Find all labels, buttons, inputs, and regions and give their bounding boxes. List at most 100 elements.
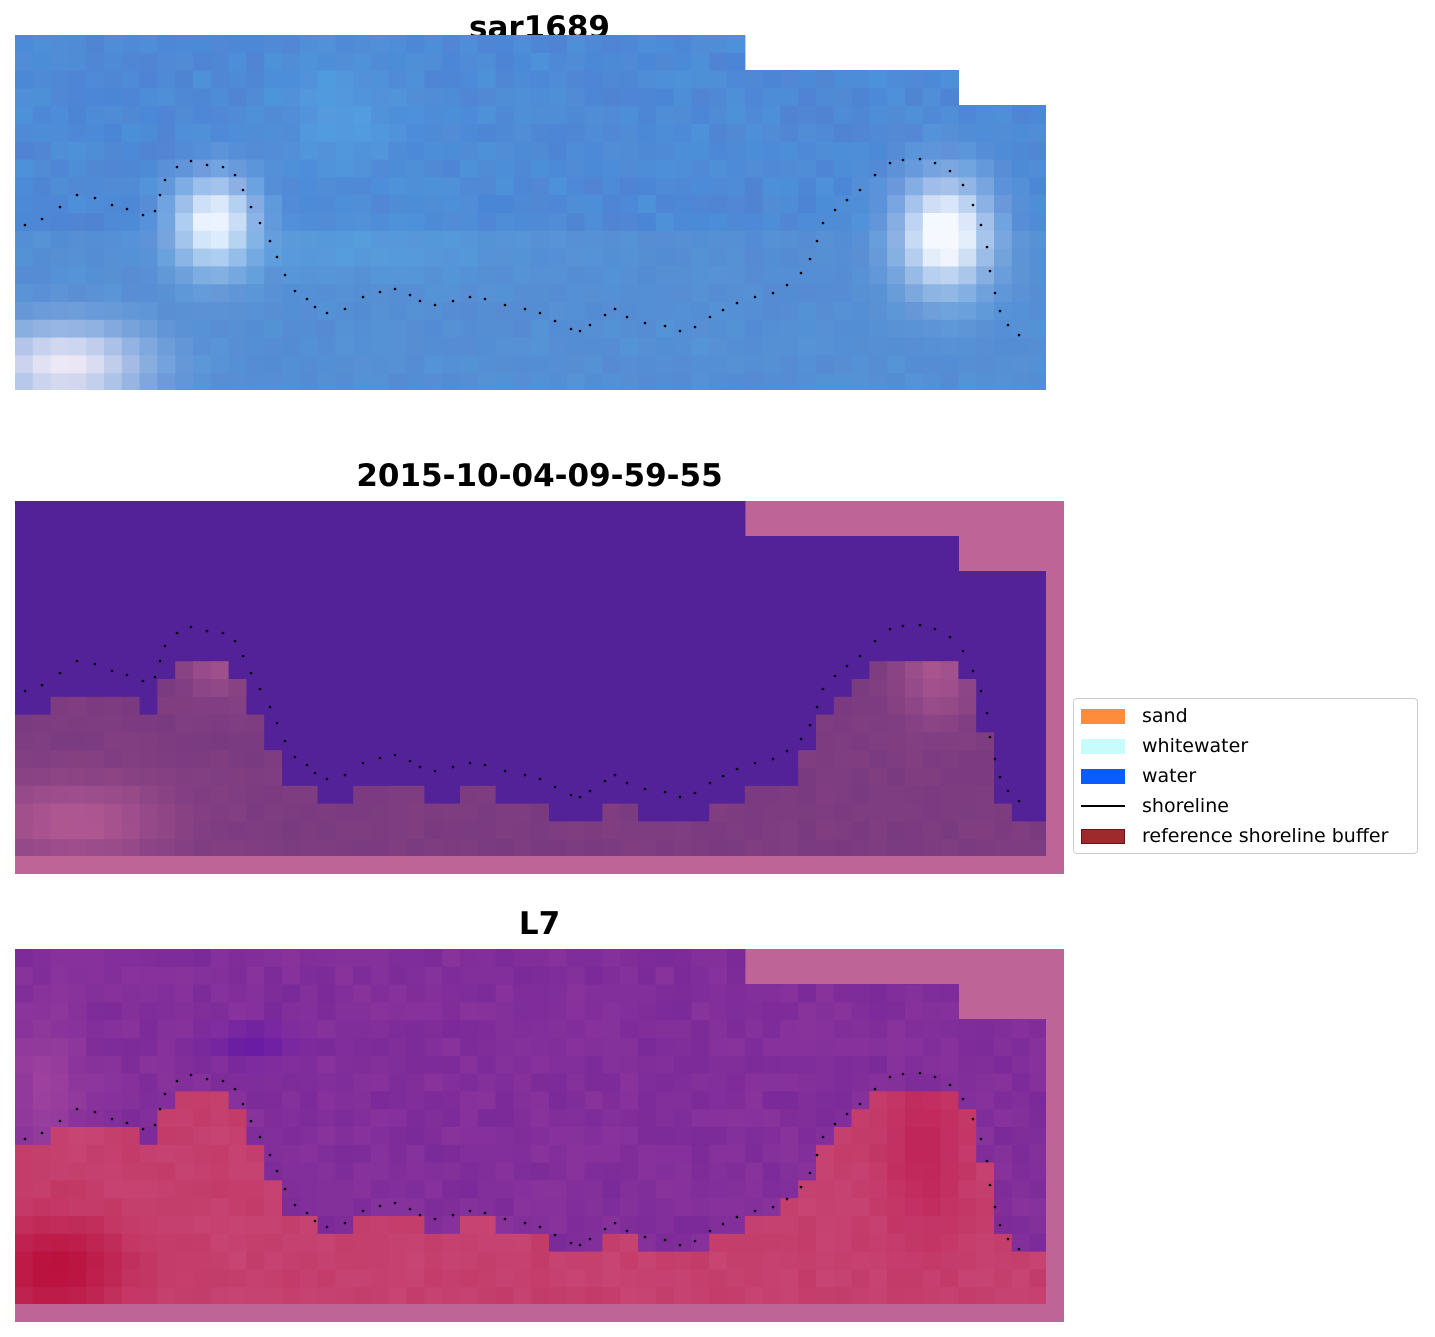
shoreline-point <box>40 217 44 221</box>
panel-title-l7: L7 <box>518 906 561 942</box>
shoreline-point <box>268 1153 272 1157</box>
shoreline-point <box>888 627 892 631</box>
legend-item-whitewater: whitewater <box>1081 735 1248 757</box>
shoreline-point <box>735 301 739 305</box>
shoreline-point <box>313 1219 317 1223</box>
shoreline-point <box>888 161 892 165</box>
shoreline-point <box>418 299 422 303</box>
shoreline-point <box>538 311 542 315</box>
shoreline-point <box>153 209 157 213</box>
shoreline-point <box>258 1135 262 1139</box>
shoreline-point <box>1006 323 1010 327</box>
shoreline-point <box>873 173 877 177</box>
shoreline-point <box>901 624 905 628</box>
shoreline-point <box>1006 1237 1010 1241</box>
legend-swatch-whitewater <box>1081 738 1125 754</box>
shoreline-point <box>393 753 397 757</box>
shoreline-point <box>268 239 272 243</box>
shoreline-point <box>141 213 145 217</box>
shoreline-point <box>678 795 682 799</box>
shoreline-point <box>1017 333 1021 337</box>
shoreline-point <box>821 221 825 225</box>
shoreline-point <box>538 777 542 781</box>
shoreline-point <box>93 196 97 200</box>
shoreline-point <box>663 1238 667 1242</box>
shoreline-point <box>613 307 617 311</box>
shoreline-point <box>625 315 629 319</box>
shoreline-point <box>613 773 617 777</box>
shoreline-point <box>75 193 79 197</box>
shoreline-point <box>578 795 582 799</box>
shoreline-point <box>785 749 789 753</box>
shoreline-point <box>985 711 989 715</box>
shoreline-point <box>833 1122 837 1126</box>
shoreline-point <box>643 1235 647 1239</box>
shoreline-point <box>418 765 422 769</box>
shoreline-point <box>643 321 647 325</box>
shoreline-point <box>221 1079 225 1083</box>
shoreline-point <box>325 1225 329 1229</box>
shoreline-point <box>808 723 812 727</box>
shoreline-point <box>569 1241 573 1245</box>
shoreline-point <box>163 644 167 648</box>
shoreline-point <box>175 631 179 635</box>
shoreline-point <box>523 773 527 777</box>
shoreline-point <box>961 1097 965 1101</box>
shoreline-point <box>75 659 79 663</box>
shoreline-point <box>663 790 667 794</box>
shoreline-point <box>979 223 983 227</box>
shoreline-point <box>845 198 849 202</box>
shoreline-point <box>569 793 573 797</box>
shoreline-point <box>433 303 437 307</box>
shoreline-point <box>588 323 592 327</box>
shoreline-point <box>361 295 365 299</box>
shoreline-point <box>378 1204 382 1208</box>
shoreline-point <box>378 290 382 294</box>
shoreline-point <box>553 1233 557 1237</box>
shoreline-point <box>158 193 162 197</box>
shoreline-point <box>40 1131 44 1135</box>
shoreline-point <box>721 774 725 778</box>
shoreline-point <box>708 781 712 785</box>
shoreline-point <box>578 1243 582 1247</box>
legend: sand whitewater water shoreline referenc… <box>1073 698 1418 854</box>
shoreline-point <box>125 673 129 677</box>
shoreline-point <box>433 1217 437 1221</box>
shoreline-point <box>799 737 803 741</box>
shoreline-point <box>158 1107 162 1111</box>
shoreline-point <box>503 303 507 307</box>
shoreline-point <box>305 297 309 301</box>
legend-item-shoreline: shoreline <box>1081 795 1229 817</box>
shoreline-point <box>189 159 193 163</box>
shoreline-point <box>343 773 347 777</box>
shoreline-point <box>721 308 725 312</box>
shoreline-point <box>785 1197 789 1201</box>
shoreline-points <box>23 623 1021 803</box>
shoreline-point <box>408 1207 412 1211</box>
shoreline-point <box>845 664 849 668</box>
shoreline-point <box>110 669 114 673</box>
shoreline-point <box>468 295 472 299</box>
shoreline-point <box>305 763 309 767</box>
legend-swatch-sand <box>1081 708 1125 724</box>
shoreline-point <box>998 1223 1002 1227</box>
shoreline-point <box>408 759 412 763</box>
shoreline-point <box>483 1211 487 1215</box>
legend-label-water: water <box>1142 765 1197 787</box>
shoreline-point <box>275 255 279 259</box>
shoreline-point <box>343 307 347 311</box>
shoreline-point <box>221 165 225 169</box>
shoreline-point <box>858 654 862 658</box>
shoreline-point <box>233 639 237 643</box>
shoreline-point <box>393 1201 397 1205</box>
shoreline-point <box>873 639 877 643</box>
shoreline-point <box>721 1222 725 1226</box>
shoreline-point <box>483 297 487 301</box>
shoreline-point <box>985 1159 989 1163</box>
shoreline-point <box>815 239 819 243</box>
shoreline-point <box>998 309 1002 313</box>
shoreline-point <box>663 324 667 328</box>
shoreline-point <box>110 1117 114 1121</box>
shoreline-point <box>693 1239 697 1243</box>
shoreline-point <box>753 761 757 765</box>
